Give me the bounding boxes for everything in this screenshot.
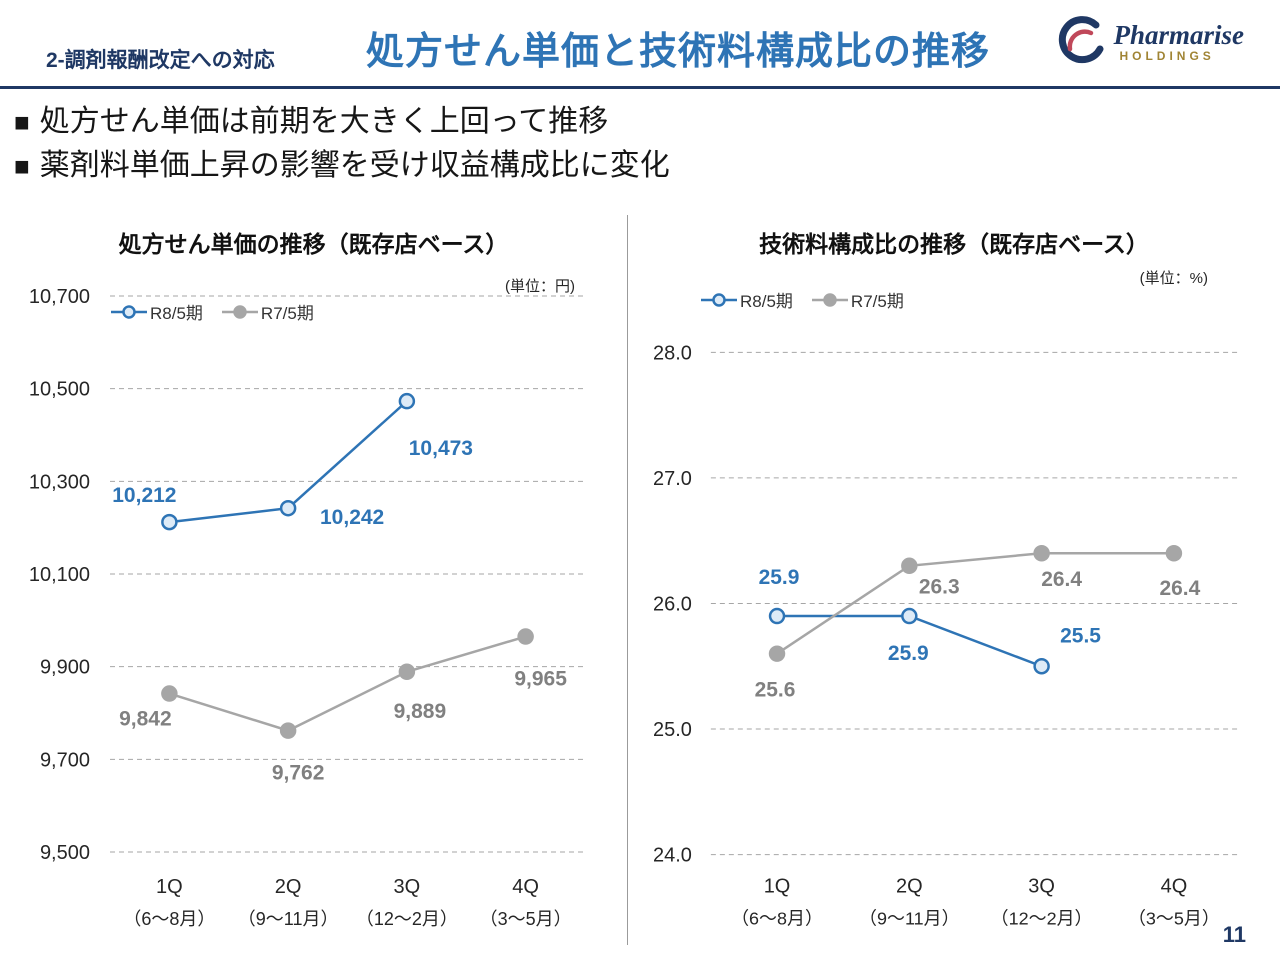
data-label: 9,842 bbox=[119, 708, 172, 731]
bullet-square-icon: ■ bbox=[14, 151, 30, 181]
x-sublabel: （3～5月） bbox=[480, 909, 572, 929]
data-point bbox=[279, 499, 297, 517]
legend-marker-gray-icon bbox=[811, 292, 848, 307]
legend-item-r8: R8/5期 bbox=[110, 299, 203, 324]
series-line bbox=[776, 551, 1174, 655]
header-divider bbox=[0, 86, 1280, 89]
x-category-label: 3Q bbox=[1028, 876, 1055, 898]
y-tick-label: 10,100 bbox=[29, 564, 90, 586]
data-point bbox=[161, 513, 178, 531]
unit-label: (単位：円) bbox=[505, 278, 575, 295]
data-label: 25.5 bbox=[1060, 624, 1101, 647]
y-tick-label: 10,700 bbox=[29, 286, 90, 308]
summary-bullets: ■ 処方せん単価は前期を大きく上回って推移 ■ 薬剤料単価上昇の影響を受け収益構… bbox=[14, 100, 670, 188]
y-tick-label: 10,500 bbox=[29, 379, 90, 401]
data-label: 9,762 bbox=[272, 762, 325, 785]
data-point bbox=[901, 607, 918, 625]
data-label: 26.4 bbox=[1160, 577, 1201, 600]
x-category-label: 3Q bbox=[394, 876, 421, 898]
left-chart-panel: 処方せん単価の推移（既存店ベース） 9,500 9,700 9,900 10,100 1… bbox=[0, 215, 627, 945]
legend-label: R8/5期 bbox=[150, 304, 203, 323]
data-label: 25.9 bbox=[759, 566, 800, 589]
x-sublabel: （3～5月） bbox=[1128, 908, 1220, 928]
left-chart: 9,500 9,700 9,900 10,100 10,300 10,500 10,700 1… bbox=[29, 286, 585, 929]
legend-label: R7/5期 bbox=[850, 292, 904, 311]
x-sublabel: （6～8月） bbox=[731, 908, 823, 928]
section-label: 2-調剤報酬改定への対応 bbox=[46, 49, 275, 72]
data-point bbox=[768, 645, 786, 662]
x-category-label: 4Q bbox=[1161, 876, 1188, 898]
data-label: 26.3 bbox=[919, 576, 960, 599]
logo-name: Pharmarise bbox=[1113, 20, 1244, 51]
charts-row: 処方せん単価の推移（既存店ベース） 9,500 9,700 9,900 10,100 1… bbox=[0, 215, 1280, 945]
y-tick-label: 26.0 bbox=[653, 593, 692, 615]
legend-marker-blue-icon bbox=[701, 292, 737, 307]
bullet-text: 処方せん単価は前期を大きく上回って推移 bbox=[39, 105, 609, 138]
data-point bbox=[517, 628, 534, 645]
x-category-label: 1Q bbox=[764, 876, 791, 898]
y-tick-label: 9,700 bbox=[40, 749, 90, 771]
legend-label: R7/5期 bbox=[260, 304, 314, 323]
series-line bbox=[169, 635, 526, 732]
x-sublabel: （12～2月） bbox=[356, 909, 458, 929]
x-category-label: 2Q bbox=[275, 876, 302, 898]
data-point bbox=[398, 663, 416, 681]
page-number: 11 bbox=[1222, 922, 1246, 947]
logo-subtitle: HOLDINGS bbox=[1119, 49, 1215, 64]
data-point bbox=[279, 722, 297, 739]
chart-legend: R8/5期 R7/5期 bbox=[700, 287, 904, 312]
y-tick-label: 25.0 bbox=[653, 719, 692, 741]
data-label: 9,889 bbox=[394, 700, 447, 723]
x-sublabel: （6～8月） bbox=[123, 909, 215, 929]
page-title: 処方せん単価と技術料構成比の推移 bbox=[366, 31, 991, 73]
x-sublabel: （9～11月） bbox=[859, 908, 960, 928]
data-label: 10,212 bbox=[112, 484, 176, 507]
unit-label: (単位：%) bbox=[1139, 270, 1208, 287]
legend-item-r7: R7/5期 bbox=[221, 299, 314, 324]
x-sublabel: （9～11月） bbox=[238, 909, 339, 929]
chart-legend: R8/5期 R7/5期 bbox=[110, 299, 314, 324]
legend-label: R8/5期 bbox=[740, 292, 793, 311]
data-label: 26.4 bbox=[1041, 568, 1082, 591]
data-label: 9,965 bbox=[514, 668, 567, 691]
data-label: 10,242 bbox=[320, 506, 384, 529]
x-category-label: 2Q bbox=[896, 876, 923, 898]
bullet-item: ■ 薬剤料単価上昇の影響を受け収益構成比に変化 bbox=[14, 144, 670, 188]
data-point bbox=[398, 392, 416, 410]
y-tick-label: 27.0 bbox=[653, 468, 692, 490]
logo-text: Pharmarise HOLDINGS bbox=[1113, 21, 1244, 63]
company-logo: Pharmarise HOLDINGS bbox=[1053, 16, 1244, 68]
right-chart-title: 技術料構成比の推移（既存店ベース） bbox=[759, 231, 1149, 257]
y-tick-label: 10,300 bbox=[29, 471, 90, 493]
data-point bbox=[161, 685, 178, 702]
right-chart: 24.0 25.0 26.0 27.0 28.0 1Q （6～8月） 2Q （9～11月） 3Q （… bbox=[653, 342, 1241, 928]
data-point bbox=[901, 557, 918, 575]
header: 2-調剤報酬改定への対応 処方せん単価と技術料構成比の推移 Pharmarise… bbox=[0, 0, 1280, 88]
data-label: 25.6 bbox=[755, 679, 796, 702]
data-point bbox=[1033, 545, 1050, 562]
legend-item-r7: R7/5期 bbox=[811, 287, 904, 312]
bullet-item: ■ 処方せん単価は前期を大きく上回って推移 bbox=[14, 100, 670, 144]
x-sublabel: （12～2月） bbox=[991, 908, 1093, 928]
legend-marker-gray-icon bbox=[221, 304, 258, 319]
legend-item-r8: R8/5期 bbox=[700, 287, 793, 312]
pharmarise-logo-icon bbox=[1059, 16, 1104, 64]
bullet-square-icon: ■ bbox=[14, 107, 30, 137]
x-category-label: 4Q bbox=[512, 876, 539, 898]
bullet-text: 薬剤料単価上昇の影響を受け収益構成比に変化 bbox=[39, 149, 670, 182]
y-tick-label: 9,900 bbox=[40, 657, 90, 679]
data-label: 10,473 bbox=[409, 437, 473, 460]
y-tick-label: 24.0 bbox=[653, 845, 692, 867]
legend-marker-blue-icon bbox=[111, 304, 147, 319]
y-tick-label: 28.0 bbox=[653, 342, 692, 364]
data-label: 25.9 bbox=[888, 642, 929, 665]
y-tick-label: 9,500 bbox=[40, 842, 90, 864]
x-category-label: 1Q bbox=[156, 876, 183, 898]
data-point bbox=[1033, 658, 1050, 675]
right-chart-panel: 技術料構成比の推移（既存店ベース） 24.0 25.0 26.0 27.0 28.0 1Q… bbox=[627, 215, 1280, 945]
data-point bbox=[1165, 545, 1183, 562]
data-point bbox=[768, 607, 786, 625]
left-chart-title: 処方せん単価の推移（既存店ベース） bbox=[118, 231, 509, 257]
